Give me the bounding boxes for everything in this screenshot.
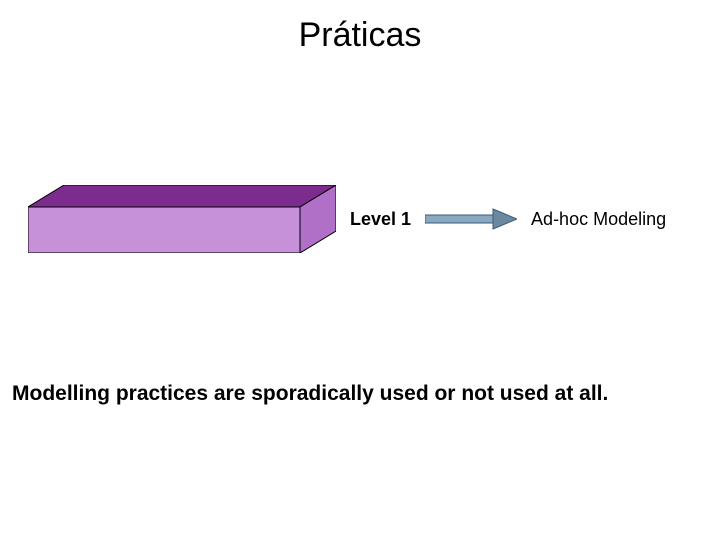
bar-top-face [28, 185, 336, 207]
modeling-label: Ad-hoc Modeling [531, 209, 666, 230]
level-label: Level 1 [350, 209, 411, 230]
arrow-head [493, 209, 517, 229]
arrow-shaft [425, 215, 493, 223]
level-bar-3d [28, 185, 336, 253]
slide-description: Modelling practices are sporadically use… [12, 382, 608, 406]
slide-title: Práticas [0, 16, 720, 55]
arrow-icon [425, 207, 517, 231]
diagram-row: Level 1 Ad-hoc Modeling [28, 185, 666, 253]
bar-front-face [28, 207, 300, 253]
